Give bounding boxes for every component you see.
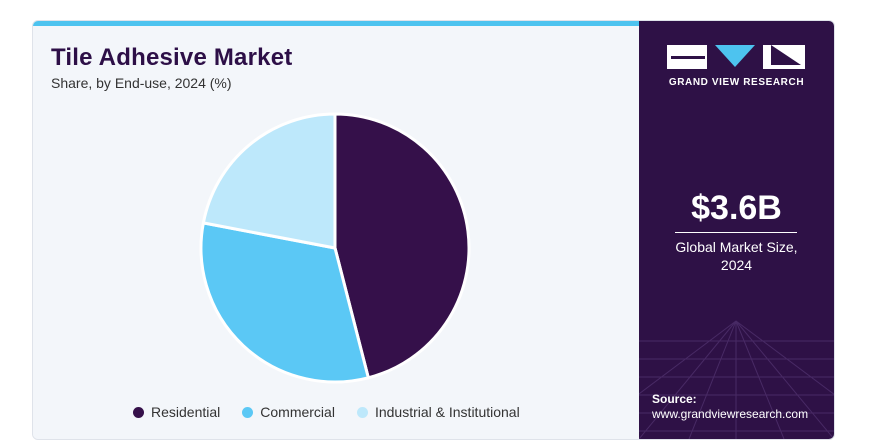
legend-item: Industrial & Institutional	[356, 404, 520, 420]
decorative-grid	[639, 320, 834, 439]
chart-subtitle: Share, by End-use, 2024 (%)	[51, 75, 232, 91]
info-sidebar: GRAND VIEW RESEARCH $3.6B Global Market …	[639, 21, 834, 439]
market-size-value: $3.6B	[691, 189, 782, 227]
legend-label: Industrial & Institutional	[374, 404, 520, 420]
divider	[675, 232, 797, 233]
pie-slice-commercial	[199, 221, 370, 384]
grand-view-research-logo	[667, 45, 805, 69]
market-size-label-line2: 2024	[720, 257, 753, 273]
legend-label: Residential	[151, 404, 221, 420]
legend-label: Commercial	[260, 404, 335, 420]
pie-slice-residential	[333, 112, 471, 380]
chart-legend: Residential Commercial Industrial & Instit…	[133, 404, 520, 420]
pie-slice-industrial-institutional	[201, 112, 337, 250]
legend-item: Residential	[133, 404, 220, 420]
source-url: www.grandviewresearch.com	[652, 407, 809, 421]
legend-item: Commercial	[242, 404, 335, 420]
brand-name: GRAND VIEW RESEARCH	[668, 77, 805, 88]
legend-swatch	[356, 406, 368, 418]
legend-swatch	[242, 406, 254, 418]
accent-bar	[33, 21, 639, 26]
chart-title: Tile Adhesive Market	[51, 44, 293, 71]
source-label: Source:	[652, 392, 697, 406]
source-note: Source: www.grandviewresearch.com	[652, 392, 808, 422]
market-size-label-line1: Global Market Size,	[675, 239, 798, 255]
legend-swatch	[133, 406, 144, 418]
pie-chart	[199, 112, 471, 384]
infographic-card: Tile Adhesive Market Share, by End-use, …	[32, 20, 835, 440]
chart-panel: Tile Adhesive Market Share, by End-use, …	[33, 26, 639, 439]
market-size-label: Global Market Size, 2024	[639, 238, 834, 274]
